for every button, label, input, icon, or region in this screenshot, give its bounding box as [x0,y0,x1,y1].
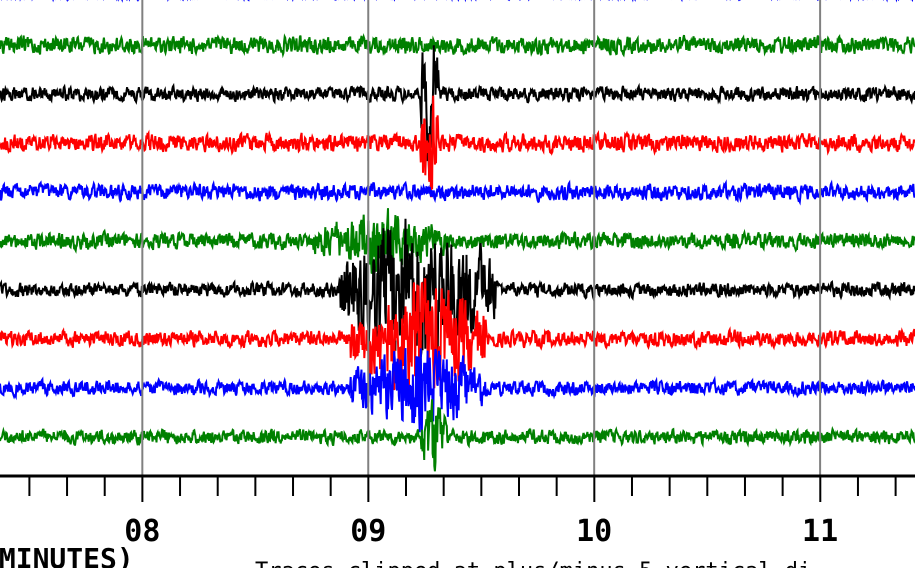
trace-2 [0,33,915,59]
tick-label-10: 10 [576,514,612,549]
grid-lines [141,0,822,476]
trace-6 [0,208,915,275]
tick-label-08: 08 [124,514,160,549]
clip-note: Traces clipped at plus/minus 5 vertical … [255,559,811,568]
x-axis [0,474,915,502]
trace-3 [0,45,915,181]
trace-4 [0,95,915,198]
tick-label-11: 11 [802,514,838,549]
trace-9 [0,348,915,433]
trace-10 [0,399,915,472]
tick-labels: 08 09 10 11 [124,514,838,549]
trace-5 [0,179,915,206]
trace-layer [0,0,915,472]
trace-8 [0,277,915,407]
x-axis-label: (MINUTES) [0,542,134,568]
tick-label-09: 09 [350,514,386,549]
trace-7 [0,218,915,358]
